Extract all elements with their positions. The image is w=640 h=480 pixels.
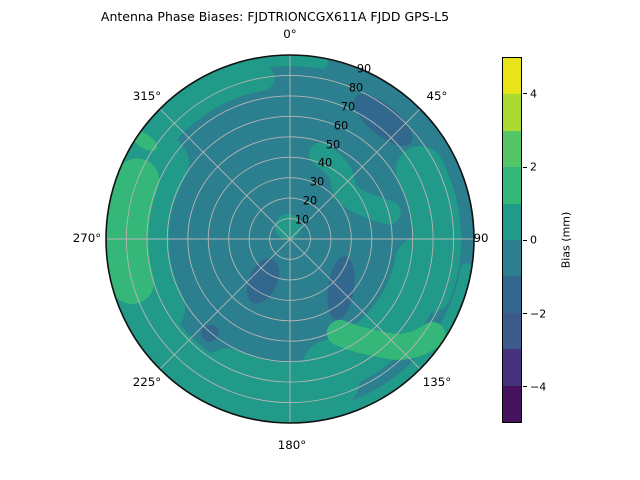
colorbar-tick-label-4: 4 [530, 87, 537, 101]
r-tick-label-80: 80 [348, 81, 364, 95]
colorbar-tickmark [523, 93, 527, 95]
r-tick-label-10: 10 [294, 213, 310, 227]
colorbar-segment [503, 58, 521, 95]
colorbar-tick-label-m2: −2 [530, 307, 547, 321]
r-tick-label-50: 50 [325, 138, 341, 152]
colorbar [502, 57, 522, 423]
theta-tick-label-180: 180° [277, 438, 307, 452]
r-tick-label-90: 90 [356, 62, 372, 76]
colorbar-tickmark [523, 167, 527, 169]
colorbar-segment [503, 276, 521, 313]
theta-tick-label-90: 90 [473, 231, 489, 245]
theta-tick-label-225: 225° [132, 375, 162, 389]
polar-plot [105, 54, 475, 424]
colorbar-segment [503, 130, 521, 168]
colorbar-tick-label-m4: −4 [530, 380, 547, 394]
colorbar-tick-label-2: 2 [530, 160, 537, 174]
r-tick-label-20: 20 [302, 194, 318, 208]
chart-title: Antenna Phase Biases: FJDTRIONCGX611A FJ… [100, 9, 450, 24]
contour-level-m2-m1-bottom-left-blob [246, 258, 280, 304]
colorbar-tickmark [523, 240, 527, 242]
colorbar-segment [503, 203, 521, 241]
r-tick-label-30: 30 [309, 175, 325, 189]
r-tick-label-70: 70 [340, 100, 356, 114]
colorbar-tickmark [523, 313, 527, 315]
colorbar-segment [503, 94, 521, 131]
r-tick-label-60: 60 [333, 119, 349, 133]
contour-level-m2-m1-top-right-blob [353, 94, 413, 146]
colorbar-segment [503, 167, 521, 204]
colorbar-tickmark [523, 386, 527, 388]
colorbar-tick-label-0: 0 [530, 233, 537, 247]
colorbar-segment [503, 385, 521, 423]
contour-level-1-2-left-patch [106, 158, 160, 304]
theta-tick-label-270: 270° [72, 231, 102, 245]
colorbar-segment [503, 312, 521, 350]
colorbar-segment [503, 240, 521, 277]
colorbar-segment [503, 349, 521, 386]
contour-level-0-1-rim-band [106, 55, 474, 423]
colorbar-axis-label: Bias (mm) [559, 211, 573, 269]
theta-tick-label-315: 315° [132, 89, 162, 103]
polar-grid [106, 55, 474, 423]
r-tick-label-40: 40 [317, 156, 333, 170]
theta-tick-label-135: 135° [422, 375, 452, 389]
theta-tick-label-45: 45° [426, 89, 448, 103]
theta-tick-label-0: 0° [283, 27, 297, 41]
contour-level-m2-m1-bottom-right-blob [327, 256, 355, 320]
polar-axis-boundary [105, 54, 475, 424]
